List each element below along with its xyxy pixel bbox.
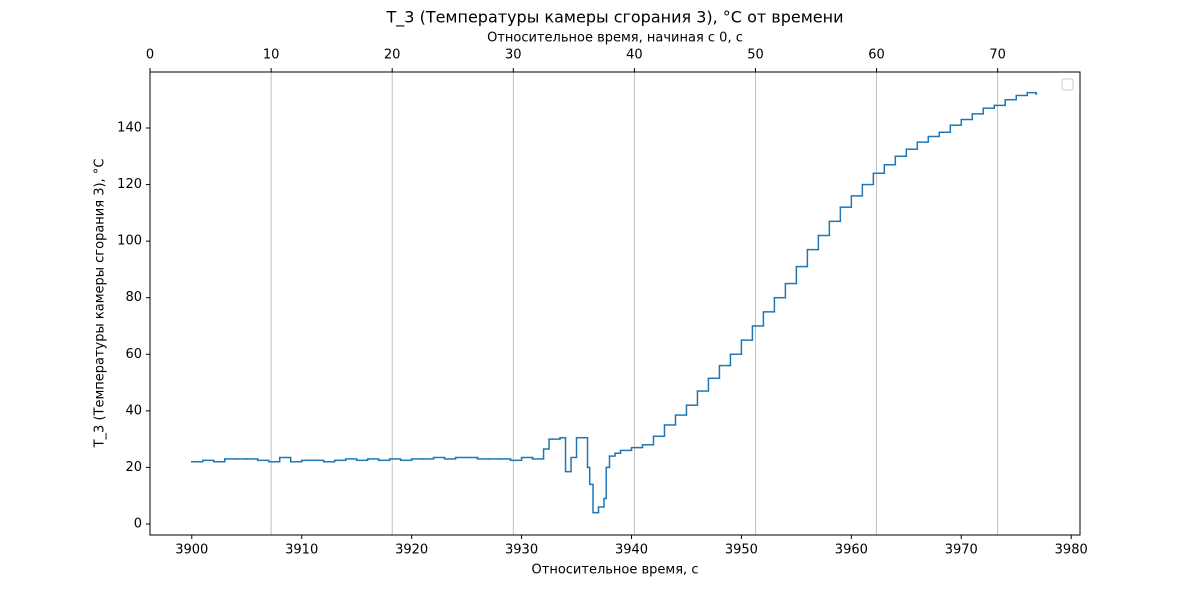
x2-axis-label: Относительное время, начиная с 0, с bbox=[487, 31, 743, 46]
plot-frame bbox=[149, 71, 1081, 536]
x2-tick-label: 40 bbox=[626, 48, 643, 63]
y-tick-label: 100 bbox=[117, 234, 142, 249]
y-tick-label: 0 bbox=[134, 516, 142, 531]
y-tick-label: 80 bbox=[125, 290, 142, 305]
y-tick-label: 60 bbox=[125, 347, 142, 362]
x-tick-label: 3980 bbox=[1055, 543, 1088, 558]
plot-area bbox=[150, 72, 1080, 535]
x-tick-label: 3930 bbox=[505, 543, 538, 558]
x-axis-label: Относительное время, с bbox=[532, 563, 699, 578]
x-tick-label: 3900 bbox=[175, 543, 208, 558]
y-tick-label: 40 bbox=[125, 403, 142, 418]
x-tick-label: 3970 bbox=[945, 543, 978, 558]
x-tick-label: 3920 bbox=[395, 543, 428, 558]
y-tick-label: 120 bbox=[117, 177, 142, 192]
x-tick-label: 3910 bbox=[285, 543, 318, 558]
x-tick-label: 3950 bbox=[725, 543, 758, 558]
chart-title: T_3 (Температуры камеры сгорания 3), °C … bbox=[386, 8, 844, 28]
legend bbox=[1061, 78, 1074, 91]
x-tick-label: 3960 bbox=[835, 543, 868, 558]
x2-tick-label: 30 bbox=[505, 48, 522, 63]
x2-tick-label: 50 bbox=[747, 48, 764, 63]
x2-tick-label: 20 bbox=[384, 48, 401, 63]
y-tick-label: 20 bbox=[125, 460, 142, 475]
y-axis-label: T_3 (Температуры камеры сгорания 3), °C bbox=[93, 159, 108, 449]
x-tick-label: 3940 bbox=[615, 543, 648, 558]
x2-tick-label: 70 bbox=[989, 48, 1006, 63]
y-tick-label: 140 bbox=[117, 121, 142, 136]
x2-tick-label: 60 bbox=[868, 48, 885, 63]
x2-tick-label: 10 bbox=[263, 48, 280, 63]
x2-tick-label: 0 bbox=[146, 48, 154, 63]
